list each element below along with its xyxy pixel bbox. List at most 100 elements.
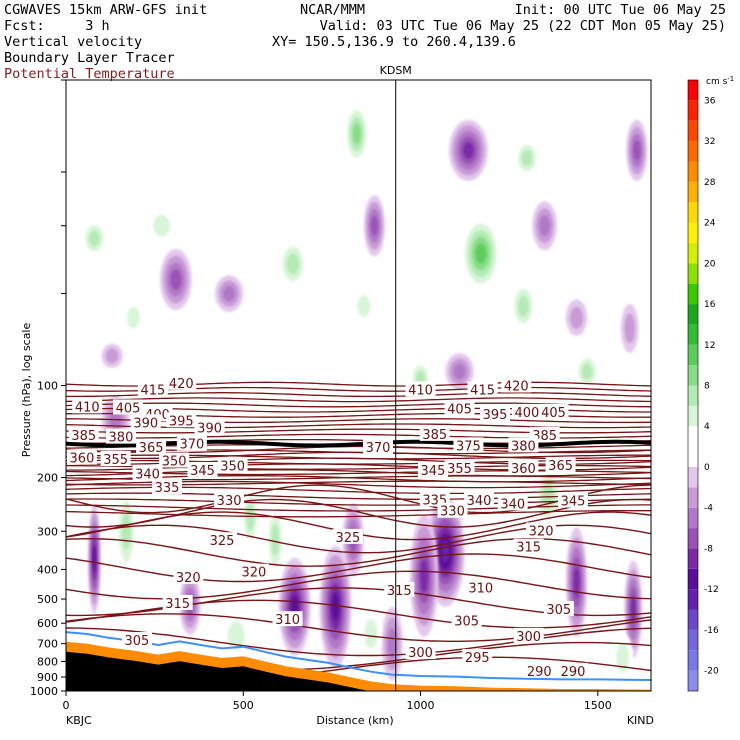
theta-contour: [66, 504, 651, 512]
valid-time: Valid: 03 UTC Tue 06 May 25 (22 CDT Mon …: [319, 18, 726, 34]
theta-label-bg: [543, 601, 574, 617]
theta-label: 410: [75, 400, 100, 415]
downdraft-cell: [630, 595, 636, 623]
colorbar: -20 -16 -12 -8 -4 0 4 8 12 16 20 24 28 32 36: [687, 79, 719, 692]
left-endpoint-label: KBJC: [66, 714, 92, 727]
theta-label-bg: [437, 502, 468, 518]
colorbar-label: 32: [704, 137, 715, 147]
theta-label-bg: [419, 491, 450, 507]
theta-contour: [66, 397, 651, 403]
updraft-cell: [352, 123, 361, 144]
theta-label-bg: [508, 459, 539, 475]
theta-label-bg: [68, 426, 99, 442]
theta-label-bg: [152, 479, 183, 495]
downdraft-cell: [573, 567, 580, 598]
theta-label: 315: [165, 597, 190, 612]
theta-label: 395: [169, 414, 194, 429]
colorbar-swatch: [688, 141, 698, 162]
theta-label: 325: [210, 534, 235, 549]
theta-label: 350: [162, 455, 187, 470]
colorbar-label: 4: [704, 422, 710, 432]
theta-label: 305: [546, 603, 571, 618]
theta-label: 290: [561, 665, 586, 680]
colorbar-swatch: [688, 466, 698, 488]
colorbar-swatch: [688, 385, 698, 406]
theta-label: 310: [275, 613, 300, 628]
theta-label-bg: [136, 439, 167, 455]
theta-label: 300: [408, 646, 433, 661]
theta-label: 340: [135, 467, 160, 482]
updraft-cell: [126, 306, 140, 329]
theta-label-bg: [166, 412, 197, 428]
init-time: Init: 00 UTC Tue 06 May 25: [514, 2, 726, 18]
theta-label: 330: [440, 505, 465, 520]
theta-label: 365: [139, 441, 164, 456]
theta-label-bg: [173, 568, 204, 584]
colorbar-swatch: [688, 120, 698, 142]
colorbar-swatch: [688, 568, 698, 590]
x-tick-label: 500: [233, 699, 254, 712]
updraft-cell: [271, 524, 279, 556]
theta-label-bg: [105, 428, 136, 444]
colorbar-swatch: [688, 283, 698, 305]
theta-label: 295: [465, 651, 490, 666]
y-tick-label: 200: [37, 471, 58, 484]
theta-label: 385: [422, 428, 447, 443]
x-tick-label: 1000: [407, 699, 435, 712]
theta-label: 390: [133, 416, 158, 431]
downdraft-cell: [170, 269, 182, 290]
colorbar-swatch: [688, 589, 698, 610]
downdraft-cell: [387, 627, 397, 660]
colorbar-swatch: [688, 650, 698, 671]
updraft-cell: [581, 363, 593, 380]
theta-label-bg: [121, 632, 152, 648]
theta-label: 405: [116, 401, 141, 416]
colorbar-label: 12: [704, 341, 715, 351]
downdraft-cell: [92, 546, 96, 572]
updraft-cell: [475, 243, 487, 264]
theta-label-bg: [238, 563, 269, 579]
theta-label-bg: [405, 381, 436, 397]
colorbar-label: 16: [704, 300, 716, 310]
theta-label: 420: [504, 380, 529, 395]
theta-label: 370: [179, 438, 204, 453]
colorbar-label: -4: [704, 504, 713, 514]
theta-label: 390: [197, 421, 222, 436]
colorbar-label: 0: [704, 463, 710, 473]
cross-section-endpoints: XY= 150.5,136.9 to 260.4,139.6: [272, 34, 516, 50]
theta-label: 345: [190, 464, 215, 479]
theta-label-bg: [453, 437, 484, 453]
downdraft-cell: [441, 540, 450, 563]
theta-label: 350: [220, 460, 245, 475]
theta-label: 315: [387, 584, 412, 599]
theta-label: 310: [468, 582, 493, 597]
colorbar-swatch: [688, 446, 698, 467]
colorbar-swatch: [688, 528, 698, 549]
x-axis-label: Distance (km): [316, 714, 393, 727]
downdraft-cell: [331, 592, 340, 621]
theta-contour: [66, 627, 651, 657]
theta-label: 405: [447, 403, 472, 418]
theta-label-bg: [464, 491, 495, 507]
downdraft-cell: [105, 348, 119, 364]
theta-label-bg: [444, 400, 475, 416]
updraft-cell: [616, 643, 630, 673]
theta-contour: [66, 484, 651, 514]
colorbar-label: -16: [704, 626, 719, 636]
theta-label: 380: [109, 431, 134, 446]
colorbar-swatch: [688, 344, 698, 366]
theta-label-bg: [480, 406, 510, 422]
colorbar-swatch: [688, 263, 698, 284]
theta-label-bg: [332, 528, 363, 544]
downdraft-cell: [370, 215, 379, 236]
theta-label-bg: [465, 579, 496, 595]
theta-label-bg: [272, 611, 303, 627]
field-label-potential-temperature: Potential Temperature: [4, 66, 175, 82]
theta-label: 370: [366, 441, 391, 456]
theta-label: 320: [241, 566, 266, 581]
theta-label: 405: [541, 406, 566, 421]
colorbar-swatch: [688, 80, 698, 101]
theta-label: 355: [103, 453, 128, 468]
theta-label-bg: [419, 425, 450, 441]
